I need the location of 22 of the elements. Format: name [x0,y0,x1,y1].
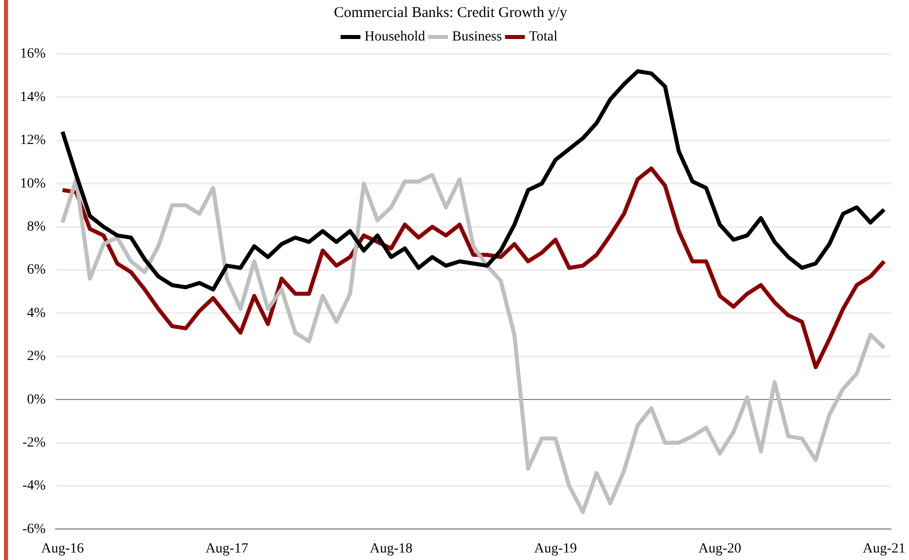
y-tick-label: 10% [20,176,46,192]
chart-title: Commercial Banks: Credit Growth y/y [334,4,568,21]
x-tick-label: Aug-21 [862,541,906,556]
y-tick-label: 8% [26,219,46,234]
legend-label: Total [528,30,558,45]
y-tick-label: 4% [26,306,46,321]
y-tick-label: -4% [22,478,46,494]
legend-label: Household [364,30,426,45]
x-tick-label: Aug-17 [205,541,248,556]
y-tick-label: 14% [20,90,46,105]
x-tick-label: Aug-18 [370,541,413,556]
y-tick-label: 0% [26,392,46,408]
x-tick-label: Aug-19 [534,541,577,556]
x-tick-label: Aug-16 [41,541,84,556]
y-tick-label: 12% [20,133,46,148]
x-tick-label: Aug-20 [698,541,742,556]
y-tick-label: 2% [26,349,46,364]
y-tick-label: 16% [20,46,46,62]
legend-label: Business [452,30,502,45]
y-tick-label: -6% [22,522,46,537]
y-tick-label: 6% [26,262,46,278]
y-tick-label: -2% [22,435,46,450]
